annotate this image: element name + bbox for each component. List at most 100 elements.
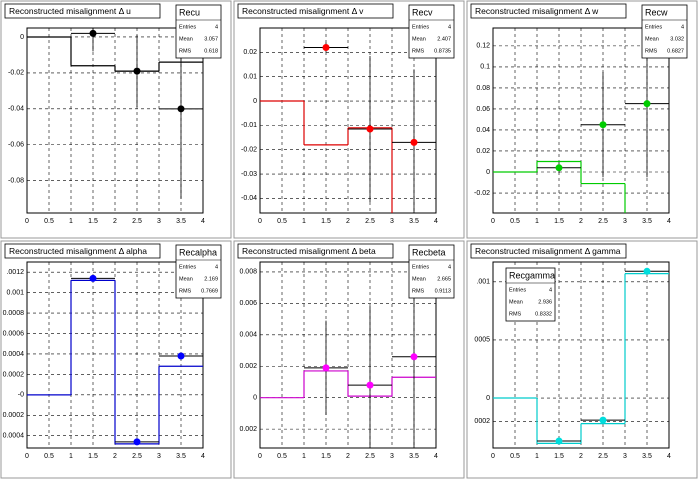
point bbox=[322, 364, 330, 372]
x-tick-label: 0.5 bbox=[44, 218, 54, 225]
stats-value: 2.936 bbox=[538, 299, 552, 305]
stats-value: 2.169 bbox=[204, 276, 218, 282]
stats-title: Recbeta bbox=[412, 247, 446, 257]
point bbox=[643, 267, 651, 275]
point bbox=[410, 138, 418, 146]
x-tick-label: 4 bbox=[201, 218, 205, 225]
stats-value: 4 bbox=[448, 24, 451, 30]
y-tick-label: -0.04 bbox=[8, 106, 24, 113]
stats-box bbox=[641, 4, 688, 59]
data bbox=[27, 274, 203, 446]
x-tick-label: 2 bbox=[579, 453, 583, 460]
stats-box bbox=[175, 244, 222, 299]
y-tick-label: 0.0004 bbox=[3, 351, 25, 358]
chart-title: Reconstructed misalignment Δ gamma bbox=[475, 246, 621, 256]
x-tick-label: 1 bbox=[69, 453, 73, 460]
stats-title: Recw bbox=[645, 7, 668, 17]
y-tick-label: 0.1 bbox=[480, 64, 490, 71]
chart-title: Reconstructed misalignment Δ w bbox=[475, 6, 599, 16]
stats-box bbox=[505, 267, 556, 322]
y-tick-label: -0.02 bbox=[241, 147, 257, 154]
stats-value: 0.618 bbox=[204, 48, 218, 54]
x-tick-label: 1 bbox=[302, 453, 306, 460]
stats-label: RMS bbox=[179, 288, 192, 294]
stats-title: Recgamma bbox=[509, 270, 555, 280]
title-box bbox=[237, 3, 394, 19]
stats-label: Entries bbox=[179, 24, 196, 30]
point bbox=[410, 353, 418, 361]
stats-box bbox=[408, 244, 455, 299]
stats-title: Recv bbox=[412, 7, 433, 17]
chart-title: Reconstructed misalignment Δ alpha bbox=[9, 246, 147, 256]
y-tick-label: 0 bbox=[253, 395, 257, 402]
x-tick-label: 3 bbox=[623, 453, 627, 460]
x-tick-label: 0 bbox=[258, 218, 262, 225]
stats-value: 4 bbox=[681, 24, 684, 30]
y-tick-label: 0005 bbox=[474, 337, 490, 344]
x-tick-label: 2.5 bbox=[365, 218, 375, 225]
stats-label: Entries bbox=[645, 24, 662, 30]
y-tick-label: .001 bbox=[476, 279, 490, 286]
y-tick-label: 0.006 bbox=[239, 300, 257, 307]
stats-value: 4 bbox=[448, 264, 451, 270]
chart-title: Reconstructed misalignment Δ u bbox=[9, 6, 131, 16]
y-tick-label: 0 bbox=[253, 98, 257, 105]
x-tick-label: 3 bbox=[157, 453, 161, 460]
point bbox=[599, 416, 607, 424]
y-tick-label: -0.02 bbox=[8, 70, 24, 77]
x-tick-label: 1 bbox=[535, 218, 539, 225]
x-tick-label: 3.5 bbox=[642, 453, 652, 460]
plot-area: 0 0.5 1 1.5 2 2.5 3 3.5 4 0.0004 0.0002 -0 0.0002 0.0… bbox=[3, 261, 205, 460]
y-tick-label: 0.0006 bbox=[3, 330, 25, 337]
plot-area: 0 0.5 1 1.5 2 2.5 3 3.5 4 0002 0 0005 .001 bbox=[474, 261, 671, 460]
stats-value: 2.665 bbox=[437, 276, 451, 282]
x-tick-label: 2.5 bbox=[132, 218, 142, 225]
y-tick-label: 0.0002 bbox=[3, 371, 25, 378]
x-tick-label: 2.5 bbox=[365, 453, 375, 460]
stats-label: RMS bbox=[412, 288, 425, 294]
y-tick-label: -0.03 bbox=[241, 171, 257, 178]
x-tick-label: 2 bbox=[346, 218, 350, 225]
stats-value: 2.407 bbox=[437, 36, 451, 42]
stats-label: Mean bbox=[179, 276, 193, 282]
y-tick-label: 0002 bbox=[474, 418, 490, 425]
x-tick-label: 2.5 bbox=[132, 453, 142, 460]
y-tick-label: 0.0004 bbox=[3, 433, 25, 440]
y-tick-label: 0 bbox=[486, 169, 490, 176]
y-tick-label: 0.002 bbox=[239, 426, 257, 433]
point bbox=[322, 43, 330, 51]
point bbox=[643, 100, 651, 108]
x-tick-label: 3 bbox=[390, 453, 394, 460]
point bbox=[366, 381, 374, 389]
stats-value: 0.6827 bbox=[667, 48, 684, 54]
y-tick-label: -0.04 bbox=[241, 195, 257, 202]
y-tick-label: -0.02 bbox=[474, 190, 490, 197]
stats-value: 0.9113 bbox=[435, 288, 451, 294]
x-tick-label: 0.5 bbox=[277, 453, 287, 460]
stats-label: Entries bbox=[412, 264, 429, 270]
x-tick-label: 3 bbox=[157, 218, 161, 225]
stats-label: Mean bbox=[645, 36, 659, 42]
stats-value: 0.7669 bbox=[201, 288, 218, 294]
title-box bbox=[237, 243, 394, 259]
x-tick-label: 2 bbox=[113, 218, 117, 225]
x-tick-label: 4 bbox=[201, 453, 205, 460]
stats-label: Mean bbox=[412, 36, 426, 42]
y-tick-label: 0.0008 bbox=[3, 310, 25, 317]
y-tick-label: -0.06 bbox=[8, 142, 24, 149]
point bbox=[133, 438, 141, 446]
x-tick-label: 0.5 bbox=[277, 218, 287, 225]
x-tick-label: 3 bbox=[623, 218, 627, 225]
x-tick-label: 0.5 bbox=[44, 453, 54, 460]
x-tick-label: 1.5 bbox=[88, 453, 98, 460]
x-tick-label: 3.5 bbox=[176, 218, 186, 225]
stats-value: 4 bbox=[215, 24, 218, 30]
x-tick-label: 4 bbox=[667, 218, 671, 225]
panel bbox=[466, 240, 698, 479]
x-tick-label: 4 bbox=[434, 218, 438, 225]
title-box bbox=[470, 3, 627, 19]
x-tick-label: 0 bbox=[491, 453, 495, 460]
chart-title: Reconstructed misalignment Δ beta bbox=[242, 246, 376, 256]
x-tick-label: 0.5 bbox=[510, 218, 520, 225]
stats-label: Mean bbox=[509, 299, 523, 305]
